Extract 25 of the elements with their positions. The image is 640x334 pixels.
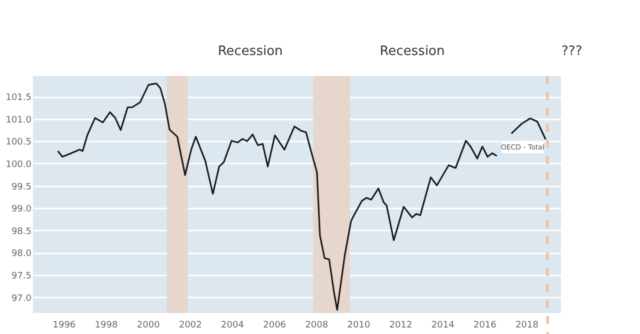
y-tick-label: 100.5 [6,138,32,148]
x-tick-label: 1998 [94,320,118,330]
band-label: Recession [380,44,445,59]
y-tick-label: 99.0 [11,204,32,215]
y-tick-label: 101.5 [6,93,32,104]
x-tick-label: 1996 [52,320,76,330]
band-label: Recession [218,44,283,59]
x-tick-label: 2014 [431,320,455,330]
x-tick-label: 2006 [263,320,286,330]
x-tick-label: 2008 [305,320,328,330]
x-tick-label: 2010 [347,320,370,330]
x-tick-label: 2002 [178,320,202,330]
ref-line-label: ??? [562,44,582,59]
x-tick-label: 2000 [136,320,160,330]
y-tick-label: 97.5 [11,272,32,282]
y-tick-label: 98.0 [11,249,32,260]
y-tick-label: 98.5 [11,226,32,237]
y-tick-label: 101.0 [6,115,32,126]
x-tick-label: 2012 [389,320,412,330]
y-tick-label: 100.0 [6,160,32,170]
x-tick-label: 2018 [516,320,539,330]
y-tick-label: 97.0 [11,294,32,304]
y-tick-label: 99.5 [11,182,32,192]
x-tick-label: 2016 [473,320,497,330]
x-tick-label: 2004 [221,320,244,330]
